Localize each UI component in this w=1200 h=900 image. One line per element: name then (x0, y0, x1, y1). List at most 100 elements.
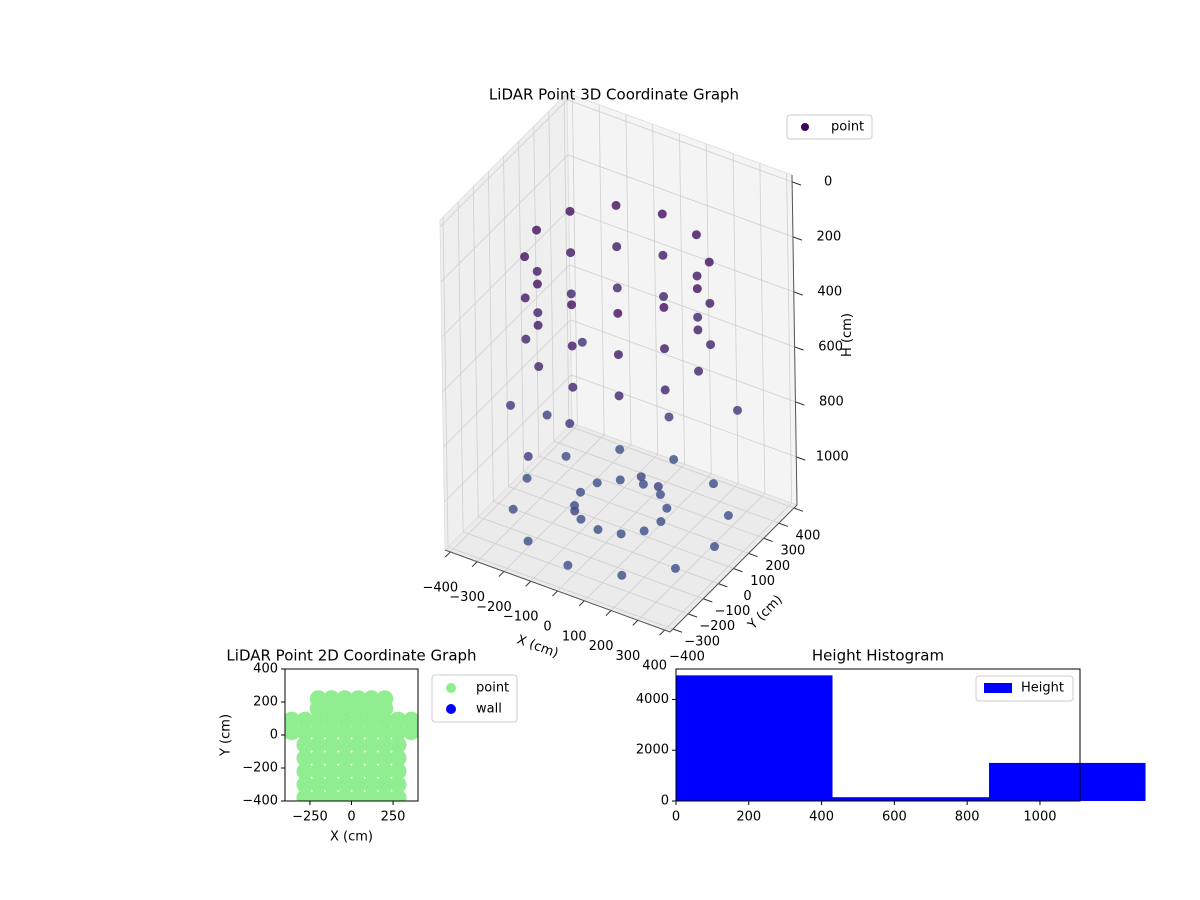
point (723, 510, 733, 520)
grid-line (679, 133, 685, 465)
z-axis-label: H (cm) (840, 313, 855, 357)
z-tick-mark (796, 456, 806, 461)
plot-area (285, 690, 418, 801)
chart-title: LiDAR Point 3D Coordinate Graph (489, 86, 739, 104)
grid-line (457, 201, 464, 532)
grid-line (523, 471, 749, 554)
grid-line (568, 425, 795, 509)
x-tick-mark (578, 600, 585, 607)
y-tick-label: −200 (242, 761, 278, 776)
point (659, 292, 669, 302)
x-tick-label: 100 (562, 629, 587, 644)
point (523, 536, 533, 546)
point (566, 248, 576, 258)
point (362, 749, 380, 767)
point (296, 736, 314, 754)
x-tick-label: 0 (672, 810, 680, 825)
grid-line (571, 374, 797, 458)
legend-marker (446, 683, 456, 693)
point (664, 412, 674, 422)
grid-line (652, 124, 659, 455)
point (692, 284, 702, 294)
point (336, 690, 354, 708)
point (389, 711, 407, 729)
point (323, 789, 341, 801)
point (376, 776, 394, 793)
point (616, 529, 626, 539)
point (336, 789, 354, 801)
point (662, 503, 672, 513)
x-tick-label: 400 (642, 659, 667, 674)
point (612, 242, 622, 252)
point (692, 271, 702, 281)
y-tick-label: 100 (750, 574, 775, 589)
y-tick-label: 400 (253, 662, 278, 677)
point (296, 776, 314, 793)
legend-marker (446, 704, 456, 714)
point (362, 690, 380, 708)
point (638, 479, 648, 489)
x-tick-label: 0 (543, 620, 551, 635)
grid-line (567, 154, 794, 238)
point (521, 334, 531, 344)
grid-line (570, 319, 796, 403)
x-tick-label: 250 (381, 810, 406, 825)
y-tick-label: 400 (796, 529, 821, 544)
y-tick-label: 4000 (636, 692, 669, 707)
axes-frame (675, 668, 1081, 802)
y-tick-label: −200 (699, 619, 735, 634)
grid-line (518, 141, 525, 472)
x-tick-label: 400 (809, 810, 834, 825)
x-tick-label: −100 (503, 610, 539, 625)
grid-line (786, 173, 793, 504)
point (506, 400, 516, 410)
grid-line (548, 111, 555, 442)
grid-line (508, 486, 734, 569)
z-tick-label: 200 (817, 229, 842, 244)
x-tick-mark (471, 561, 478, 568)
point (362, 736, 380, 754)
point (566, 289, 576, 299)
grid-line (439, 99, 568, 228)
x-tick-label: 1000 (1023, 810, 1056, 825)
z-tick-label: 0 (824, 174, 832, 189)
grid-line (732, 153, 739, 484)
point (376, 749, 394, 767)
z-tick-mark (795, 401, 805, 406)
point (659, 302, 669, 312)
point (389, 776, 407, 793)
grid-line (478, 516, 704, 600)
x-tick-mark (444, 551, 451, 558)
z-tick-label: 600 (818, 339, 843, 354)
y-tick-label: 0 (270, 728, 278, 743)
point (567, 341, 577, 351)
point (323, 690, 341, 708)
point (296, 711, 314, 729)
grid-line (625, 114, 632, 445)
point (576, 487, 586, 497)
grid-line (487, 171, 494, 502)
grid-line (705, 143, 712, 474)
y-tick-mark (733, 568, 743, 573)
x-axis-label: X (cm) (515, 633, 561, 662)
point (533, 320, 543, 330)
grid-line (568, 209, 794, 293)
grid-line (442, 264, 570, 393)
point (323, 762, 341, 780)
point (522, 473, 532, 483)
y-tick-label: −400 (669, 649, 705, 664)
legend-marker (801, 123, 809, 131)
point (704, 257, 714, 267)
z-tick-mark (792, 236, 803, 241)
bar (832, 797, 990, 801)
y-tick-mark (703, 598, 713, 603)
x-tick-mark (498, 571, 505, 577)
y-tick-mark (763, 537, 773, 543)
point (532, 225, 542, 235)
point (565, 206, 575, 216)
point (570, 501, 580, 511)
grid-line (440, 154, 569, 283)
point (708, 479, 718, 489)
point (309, 776, 327, 793)
point (532, 279, 542, 289)
